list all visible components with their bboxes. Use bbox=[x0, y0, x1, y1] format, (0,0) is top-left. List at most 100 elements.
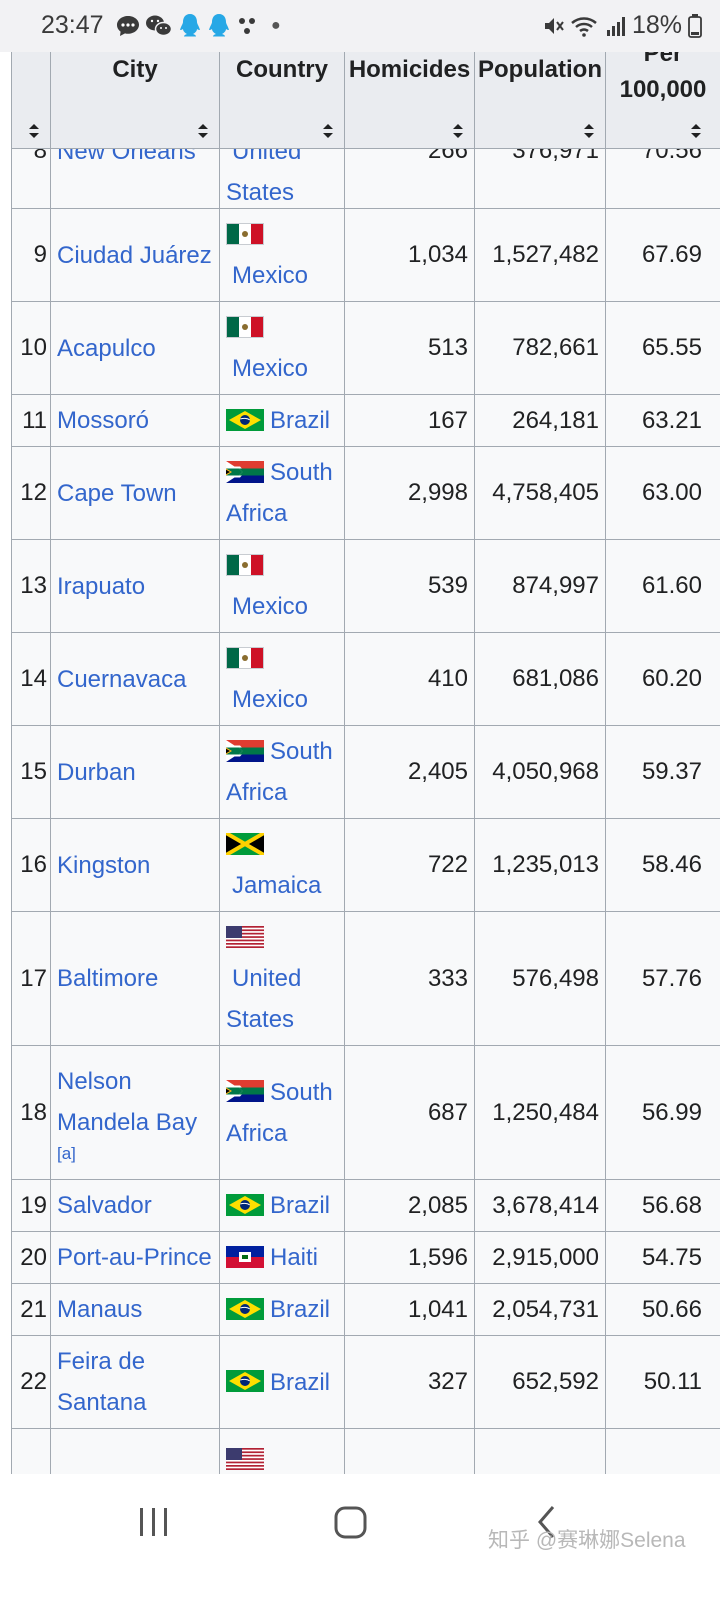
country-cell[interactable]: Haiti bbox=[219, 1232, 344, 1283]
footnote-link[interactable]: [a] bbox=[57, 1143, 76, 1163]
country-link[interactable]: Mexico bbox=[226, 214, 308, 296]
city-link[interactable]: Ciudad Juárez bbox=[50, 209, 219, 301]
header-per-100000[interactable]: Per 100,000 bbox=[605, 52, 720, 148]
country-name[interactable]: Brazil bbox=[270, 1192, 331, 1219]
city-link-text[interactable]: Feira de Santana bbox=[57, 1348, 147, 1416]
city-link-text[interactable]: Baltimore bbox=[57, 965, 159, 992]
rank-cell: 9 bbox=[11, 209, 50, 301]
country-name[interactable]: South Africa bbox=[226, 459, 333, 527]
country-cell[interactable]: South Africa bbox=[219, 1046, 344, 1179]
sort-arrows-icon[interactable] bbox=[690, 124, 702, 138]
country-link[interactable]: South Africa bbox=[226, 452, 344, 534]
city-link[interactable]: Feira de Santana bbox=[50, 1336, 219, 1428]
article-scroll-area[interactable]: 8 New Orleans United States 266 376,971 70.56… bbox=[0, 52, 720, 1504]
city-link[interactable]: Port-au-Prince bbox=[50, 1232, 219, 1283]
country-link[interactable]: South Africa bbox=[226, 731, 344, 813]
country-cell[interactable]: South Africa bbox=[219, 447, 344, 539]
city-link[interactable]: Mossoró bbox=[50, 395, 219, 446]
country-cell[interactable]: Brazil bbox=[219, 395, 344, 446]
country-name[interactable]: Brazil bbox=[270, 407, 331, 434]
country-link[interactable]: Brazil bbox=[226, 1289, 330, 1330]
country-link[interactable] bbox=[226, 1439, 270, 1480]
city-link[interactable]: Kingston bbox=[50, 819, 219, 911]
homicides-cell-text: 687 bbox=[427, 1098, 468, 1126]
country-cell[interactable]: Mexico bbox=[219, 209, 344, 301]
country-link[interactable]: Brazil bbox=[226, 1362, 330, 1403]
city-link-text[interactable]: Ciudad Juárez bbox=[57, 241, 212, 269]
city-link-text[interactable]: Cuernavaca bbox=[57, 665, 187, 693]
city-link[interactable]: Baltimore bbox=[50, 912, 219, 1045]
country-name[interactable]: United States bbox=[226, 965, 302, 1033]
city-link-text[interactable]: Nelson Mandela Bay bbox=[57, 1067, 198, 1136]
city-link-text[interactable]: Manaus bbox=[57, 1296, 143, 1323]
country-link[interactable]: Mexico bbox=[226, 307, 308, 389]
header-population[interactable]: Population bbox=[474, 52, 605, 148]
city-link[interactable]: Irapuato bbox=[50, 540, 219, 632]
country-link[interactable]: Brazil bbox=[226, 400, 330, 441]
header-rank[interactable] bbox=[11, 52, 50, 148]
country-name[interactable]: Brazil bbox=[270, 1368, 331, 1396]
sort-arrows-icon[interactable] bbox=[452, 124, 464, 138]
header-homicides[interactable]: Homicides bbox=[344, 52, 474, 148]
country-link[interactable]: Brazil bbox=[226, 1185, 330, 1226]
city-link[interactable]: Durban bbox=[50, 726, 219, 818]
country-cell[interactable]: Mexico bbox=[219, 302, 344, 394]
rate-cell-text: 67.69 bbox=[641, 241, 702, 268]
city-link[interactable]: Manaus bbox=[50, 1284, 219, 1335]
brazil-flag-icon bbox=[226, 1370, 264, 1393]
city-link-text[interactable]: Cape Town bbox=[57, 479, 177, 507]
rank-cell bbox=[11, 1429, 50, 1504]
usa-flag-icon bbox=[226, 925, 264, 948]
city-link[interactable] bbox=[50, 1429, 219, 1504]
city-link[interactable]: Cuernavaca bbox=[50, 633, 219, 725]
country-name[interactable]: Mexico bbox=[232, 355, 309, 382]
rank-cell-text: 22 bbox=[20, 1368, 47, 1395]
country-cell[interactable]: Mexico bbox=[219, 633, 344, 725]
country-cell[interactable]: Mexico bbox=[219, 540, 344, 632]
city-link-text[interactable]: Acapulco bbox=[57, 334, 156, 362]
city-link-text[interactable]: Mossoró bbox=[57, 407, 150, 434]
country-name[interactable]: Mexico bbox=[232, 262, 309, 289]
recent-apps-icon[interactable] bbox=[137, 1504, 171, 1540]
country-name[interactable]: Haiti bbox=[270, 1244, 319, 1271]
back-icon[interactable] bbox=[535, 1504, 559, 1540]
country-cell[interactable]: South Africa bbox=[219, 726, 344, 818]
country-name[interactable]: Mexico bbox=[232, 593, 309, 620]
country-name[interactable]: South Africa bbox=[226, 1078, 333, 1147]
rate-cell: 59.37 bbox=[605, 726, 720, 818]
country-link[interactable]: South Africa bbox=[226, 1072, 344, 1154]
population-cell-text: 681,086 bbox=[512, 665, 599, 692]
country-cell[interactable]: Brazil bbox=[219, 1284, 344, 1335]
sort-arrows-icon[interactable] bbox=[322, 124, 334, 138]
country-cell[interactable]: Jamaica bbox=[219, 819, 344, 911]
header-country[interactable]: Country bbox=[219, 52, 344, 148]
country-link[interactable]: United States bbox=[226, 917, 344, 1040]
sort-arrows-icon[interactable] bbox=[583, 124, 595, 138]
country-cell[interactable]: Brazil bbox=[219, 1180, 344, 1231]
city-link-text[interactable]: Durban bbox=[57, 758, 136, 786]
country-link[interactable]: Jamaica bbox=[226, 824, 321, 906]
country-link[interactable]: Mexico bbox=[226, 638, 308, 720]
country-link[interactable]: Mexico bbox=[226, 545, 308, 627]
city-link[interactable]: Cape Town bbox=[50, 447, 219, 539]
city-link-text[interactable]: Salvador bbox=[57, 1192, 152, 1219]
country-name[interactable]: Brazil bbox=[270, 1296, 331, 1323]
country-name[interactable]: South Africa bbox=[226, 738, 333, 806]
country-name[interactable]: Jamaica bbox=[232, 872, 322, 899]
chat-bubble-icon bbox=[117, 16, 139, 36]
sort-arrows-icon[interactable] bbox=[197, 124, 209, 138]
sort-arrows-icon[interactable] bbox=[28, 124, 40, 138]
city-link-text[interactable]: Irapuato bbox=[57, 572, 146, 600]
city-link[interactable]: Acapulco bbox=[50, 302, 219, 394]
country-cell[interactable]: Brazil bbox=[219, 1336, 344, 1428]
city-link-text[interactable]: Port-au-Prince bbox=[57, 1244, 212, 1271]
home-icon[interactable] bbox=[333, 1504, 369, 1540]
city-link[interactable]: Nelson Mandela Bay [a] bbox=[50, 1046, 219, 1179]
city-link[interactable]: Salvador bbox=[50, 1180, 219, 1231]
country-link[interactable]: Haiti bbox=[226, 1237, 318, 1278]
country-name[interactable]: Mexico bbox=[232, 686, 309, 713]
country-cell[interactable]: United States bbox=[219, 912, 344, 1045]
country-cell[interactable] bbox=[219, 1429, 344, 1504]
header-city[interactable]: City bbox=[50, 52, 219, 148]
city-link-text[interactable]: Kingston bbox=[57, 851, 151, 879]
